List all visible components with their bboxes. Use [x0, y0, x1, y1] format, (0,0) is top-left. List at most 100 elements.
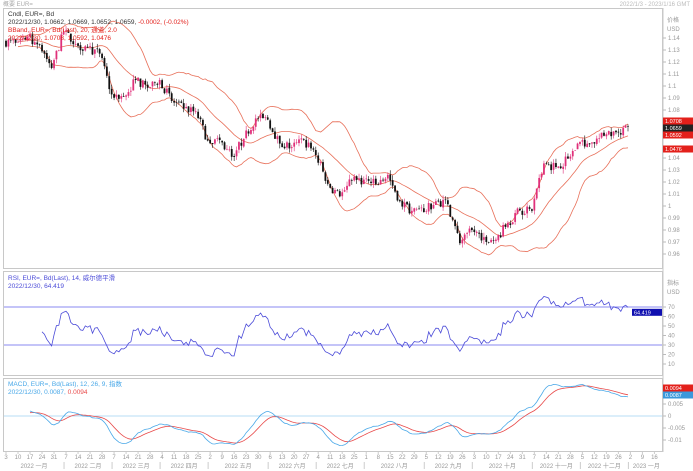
candle-body: [204, 125, 207, 140]
candle-body: [509, 223, 512, 226]
candle-body: [158, 80, 161, 85]
candle-body: [48, 59, 51, 64]
candle-body: [398, 200, 401, 202]
candle-body: [619, 133, 622, 135]
macd-plot: [4, 383, 662, 447]
candle-body: [346, 185, 348, 190]
rsi-badge-text: 64.419: [634, 311, 651, 317]
candle-body: [190, 107, 192, 113]
date-tick-label: 10: [483, 455, 490, 461]
date-tick-label: 11: [327, 455, 334, 461]
candle-body: [274, 131, 276, 139]
price-tick-label: 1.11: [668, 72, 680, 78]
candle-body: [129, 90, 132, 92]
main-panel[interactable]: [3, 8, 663, 269]
price-tick-label: 1.13: [668, 48, 680, 54]
candle-body: [170, 93, 173, 101]
candle-body: [343, 190, 346, 192]
candle-body: [319, 162, 322, 163]
candle-body: [543, 163, 545, 175]
candle-body: [358, 178, 360, 180]
candle-body: [610, 131, 613, 137]
candle-body: [307, 142, 310, 147]
date-tick-label: 8: [377, 455, 381, 461]
candle-body: [334, 190, 336, 194]
candle-body: [612, 131, 615, 136]
candle-body: [360, 177, 363, 185]
candle-body: [91, 46, 94, 55]
date-tick-label: 19: [603, 455, 610, 461]
candle-body: [110, 88, 113, 95]
candle-body: [266, 117, 269, 120]
macd-tick-label: 0.005: [668, 402, 684, 408]
candle-body: [444, 199, 447, 201]
candle-body: [523, 213, 526, 215]
candle-body: [463, 234, 466, 240]
date-tick-label: 4: [317, 455, 321, 461]
candle-body: [286, 142, 288, 148]
candle-body: [259, 114, 262, 119]
date-tick-label: 28: [99, 455, 106, 461]
date-tick-label: 13: [279, 455, 286, 461]
candle-body: [62, 32, 65, 35]
candle-body: [141, 80, 144, 88]
candle-body: [199, 117, 202, 120]
candle-body: [382, 179, 384, 181]
rsi-axis[interactable]: 指标 USD 70 60 50 40 30 20 10: [663, 279, 680, 368]
date-tick-label: 23: [243, 455, 250, 461]
candle-body: [187, 106, 190, 113]
candle-body: [252, 126, 255, 131]
month-label: 2022 五月: [225, 463, 252, 470]
candle-body: [72, 41, 75, 45]
rsi-panel[interactable]: [3, 271, 663, 376]
candle-body: [29, 34, 31, 37]
date-tick-label: 5: [425, 455, 429, 461]
candle-body: [298, 139, 300, 144]
macd-tick-label: -0.01: [668, 438, 682, 444]
candle-body: [283, 146, 286, 149]
candle-body: [26, 36, 29, 40]
candle-body: [586, 143, 589, 148]
rsi-tick-label: 70: [668, 305, 675, 311]
candle-body: [271, 128, 274, 133]
candle-body: [391, 180, 394, 186]
macd-values: 2022/12/30, 0.0087, 0.0094: [8, 389, 88, 396]
last-price-badge: [663, 124, 693, 132]
candle-body: [367, 179, 370, 181]
candle-body: [86, 46, 89, 48]
candle-body: [454, 220, 456, 227]
candle-body: [338, 191, 341, 197]
candle-body: [374, 178, 377, 185]
candle-body: [134, 78, 137, 80]
candle-body: [490, 239, 493, 243]
date-tick-label: 1: [365, 455, 369, 461]
candle-body: [372, 178, 375, 184]
candle-body: [348, 179, 351, 187]
month-label: 2022 六月: [279, 462, 306, 470]
candle-body: [516, 208, 519, 214]
date-tick-label: 30: [255, 455, 262, 461]
macd-axis[interactable]: 0.005 0 -0.005 -0.01: [663, 402, 686, 444]
candle-body: [415, 208, 418, 210]
macd-badge: [663, 391, 693, 399]
bband-series-label: BBand, EUR=, Bd(Last), 20, 通道, 2.0: [8, 25, 117, 34]
candle-body: [122, 96, 125, 97]
candle-body: [108, 76, 111, 90]
candle-body: [230, 149, 233, 157]
time-axis[interactable]: 3 10 17 24 31 7 14 21 28 7 14 21 28 4 11 18 25 2 9 16 23 30 6 1…: [4, 452, 660, 470]
bband-values: 2022/12/30, 1.0708, 1.0592, 1.0476: [8, 35, 111, 42]
candle-body: [410, 210, 413, 214]
bband-upper-badge: [663, 117, 693, 125]
date-tick-label: 9: [220, 455, 224, 461]
candle-body: [103, 57, 106, 67]
price-tick-label: 0.98: [668, 228, 680, 234]
bband-lower-badge-text: 1.0476: [665, 147, 682, 153]
candle-body: [53, 59, 55, 69]
price-axis[interactable]: 价格 USD 1.14 1.13 1.12 1.11 1.1 1.09 1.08 1.04 1.…: [663, 16, 680, 258]
macd-panel[interactable]: [3, 378, 663, 452]
date-tick-label: 19: [447, 455, 454, 461]
candle-body: [206, 139, 209, 141]
candle-body: [588, 143, 591, 145]
